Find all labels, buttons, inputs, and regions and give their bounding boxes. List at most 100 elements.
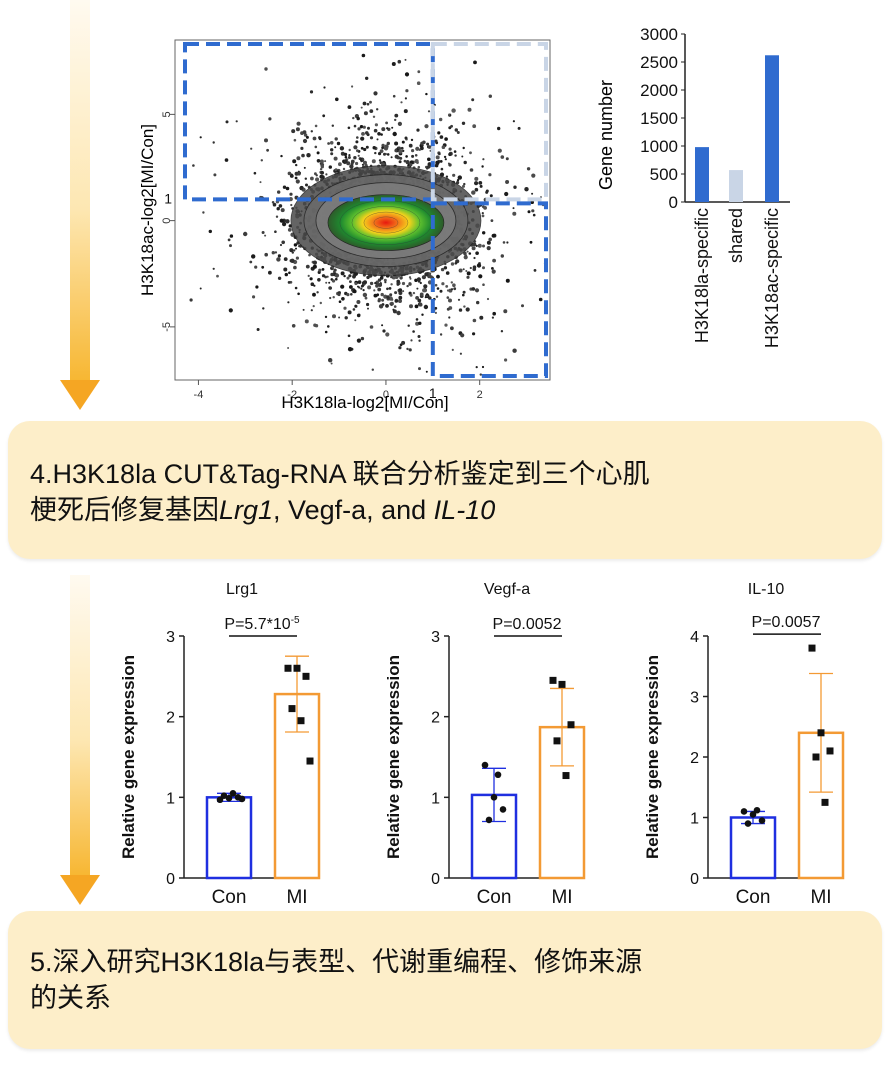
scatter-point — [446, 289, 450, 292]
expression-y-tick-label: 0 — [166, 871, 175, 888]
scatter-point — [416, 81, 421, 85]
scatter-plot: -4 -2 0 2 5 0 -5 1 1 H3K18la-log2[MI/Con] H3K18a… — [138, 39, 551, 412]
scatter-point — [324, 160, 327, 163]
scatter-point — [443, 266, 448, 270]
scatter-point — [287, 301, 290, 304]
scatter-point — [295, 163, 298, 167]
scatter-point — [360, 287, 363, 290]
gene-number-y-tick-label: 1500 — [640, 109, 678, 128]
scatter-point — [268, 270, 272, 275]
step-5-panel: 5.深入研究H3K18la与表型、代谢重编程、修饰来源 的关系 — [8, 911, 882, 1049]
scatter-point — [271, 201, 275, 204]
data-point — [297, 717, 305, 725]
scatter-point — [531, 173, 536, 178]
scatter-point — [415, 321, 420, 326]
scatter-point — [389, 293, 393, 297]
expression-y-tick-label: 1 — [690, 811, 699, 828]
scatter-point — [406, 347, 409, 351]
scatter-point — [425, 92, 428, 96]
data-point — [749, 811, 757, 818]
scatter-point — [353, 145, 358, 150]
scatter-point — [357, 127, 361, 131]
scatter-point — [330, 152, 334, 156]
scatter-point — [402, 149, 405, 153]
scatter-point — [362, 289, 365, 292]
scatter-point — [482, 266, 485, 270]
scatter-point — [417, 165, 421, 169]
scatter-point — [252, 295, 256, 299]
scatter-point — [489, 194, 493, 198]
y-threshold-label: 1 — [164, 190, 172, 206]
scatter-point — [465, 270, 468, 272]
scatter-point — [321, 274, 326, 278]
scatter-point — [357, 154, 360, 157]
scatter-point — [471, 190, 476, 195]
scatter-point — [319, 159, 324, 164]
scatter-point — [313, 284, 316, 287]
scatter-point — [448, 113, 451, 116]
scatter-point — [337, 293, 341, 297]
scatter-point — [417, 335, 421, 338]
scatter-point — [373, 91, 378, 96]
scatter-point — [320, 170, 324, 175]
scatter-point — [369, 325, 374, 329]
scatter-point — [293, 265, 297, 270]
scatter-point — [293, 249, 296, 252]
scatter-point — [404, 58, 407, 61]
scatter-point — [531, 192, 534, 195]
scatter-point — [474, 176, 479, 181]
scatter-point — [336, 141, 341, 146]
scatter-point — [411, 154, 415, 158]
scatter-point — [417, 279, 421, 283]
scatter-point — [320, 165, 324, 169]
scatter-point — [302, 130, 307, 134]
data-point — [238, 795, 246, 803]
scatter-point — [445, 271, 450, 275]
scatter-point — [418, 321, 422, 325]
scatter-point — [409, 293, 413, 297]
scatter-point — [454, 154, 457, 157]
scatter-point — [451, 108, 456, 113]
scatter-point — [390, 298, 394, 301]
scatter-point — [306, 153, 311, 158]
expression-bar — [729, 816, 777, 880]
scatter-point — [331, 124, 334, 127]
scatter-point — [367, 285, 372, 290]
scatter-x-label: H3K18la-log2[MI/Con] — [281, 393, 448, 412]
scatter-point — [377, 287, 382, 292]
scatter-point — [398, 291, 403, 295]
scatter-point — [310, 130, 313, 133]
scatter-point — [329, 296, 332, 300]
scatter-point — [450, 262, 455, 266]
scatter-point — [266, 148, 269, 152]
scatter-point — [481, 365, 485, 369]
scatter-point — [424, 124, 429, 129]
scatter-point — [318, 137, 322, 141]
scatter-point — [322, 114, 326, 118]
expression-y-tick-label: 0 — [690, 871, 699, 888]
scatter-point — [314, 172, 317, 176]
scatter-point — [356, 149, 359, 153]
scatter-point — [444, 137, 448, 141]
scatter-point — [408, 143, 413, 148]
scatter-point — [404, 72, 410, 77]
scatter-point — [332, 314, 336, 319]
scatter-point — [332, 296, 335, 299]
step-4-text: 4.H3K18la CUT&Tag-RNA 联合分析鉴定到三个心肌 梗死后修复基… — [30, 456, 650, 528]
scatter-point — [363, 160, 367, 165]
scatter-point — [302, 308, 305, 311]
gene-number-y-tick-label: 2500 — [640, 53, 678, 72]
scatter-point — [353, 124, 357, 128]
scatter-threshold-boxes — [183, 42, 548, 378]
scatter-point — [448, 298, 452, 303]
scatter-point — [379, 149, 384, 154]
scatter-point — [409, 304, 413, 309]
scatter-point — [472, 242, 477, 247]
scatter-point — [502, 241, 506, 244]
scatter-point — [377, 299, 381, 303]
scatter-point — [317, 278, 321, 282]
scatter-point — [312, 264, 317, 269]
scatter-point — [457, 298, 461, 301]
scatter-point — [439, 289, 443, 293]
scatter-point — [365, 145, 369, 149]
